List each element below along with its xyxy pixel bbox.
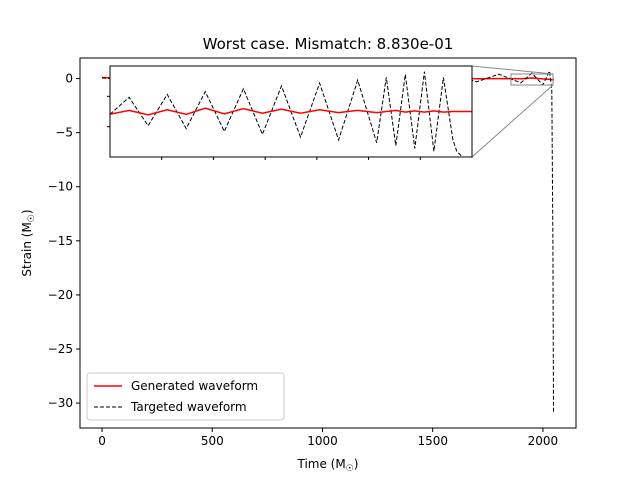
plot-area-frame xyxy=(79,57,577,429)
inset-connector-bottom xyxy=(471,84,554,158)
x-tick-label: 500 xyxy=(201,434,224,448)
inset-series-generated xyxy=(110,107,472,116)
y-axis-label: Strain (M☉) xyxy=(20,209,37,276)
inset-series-targeted xyxy=(110,71,463,157)
y-tick-label: −5 xyxy=(55,126,73,140)
x-axis-label: Time (M☉) xyxy=(297,457,359,474)
x-tick-label: 2000 xyxy=(528,434,559,448)
y-axis-ticks: 0 −5 −10 −15 −20 −25 −30 xyxy=(48,72,80,410)
inset-ticks xyxy=(107,95,421,160)
inset-connector-top xyxy=(471,65,554,75)
y-tick-label: −20 xyxy=(48,288,73,302)
legend-label-generated: Generated waveform xyxy=(131,379,258,393)
legend-label-targeted: Targeted waveform xyxy=(130,400,247,414)
inset-zoom-indicator xyxy=(471,65,554,158)
inset-zoom-box xyxy=(510,73,554,86)
y-tick-label: −30 xyxy=(48,396,73,410)
chart-title: Worst case. Mismatch: 8.830e-01 xyxy=(203,35,454,53)
legend: Generated waveform Targeted waveform xyxy=(86,372,285,421)
y-tick-label: −25 xyxy=(48,342,73,356)
y-tick-label: −10 xyxy=(48,180,73,194)
x-tick-label: 1000 xyxy=(307,434,338,448)
y-axis-label-unit: ☉ xyxy=(27,214,37,222)
inset-frame xyxy=(109,65,473,158)
y-tick-label: 0 xyxy=(65,72,73,86)
x-axis-ticks: 0 500 1000 1500 2000 xyxy=(98,428,558,448)
y-tick-label: −15 xyxy=(48,234,73,248)
x-axis-label-text: Time (M xyxy=(297,457,346,471)
x-axis-label-unit: ☉ xyxy=(346,464,354,474)
y-axis-label-text: Strain (M xyxy=(20,222,34,276)
legend-frame xyxy=(86,372,285,421)
x-tick-label: 1500 xyxy=(417,434,448,448)
inset-series xyxy=(110,71,472,157)
inset-axes xyxy=(107,65,473,160)
x-tick-label: 0 xyxy=(98,434,106,448)
